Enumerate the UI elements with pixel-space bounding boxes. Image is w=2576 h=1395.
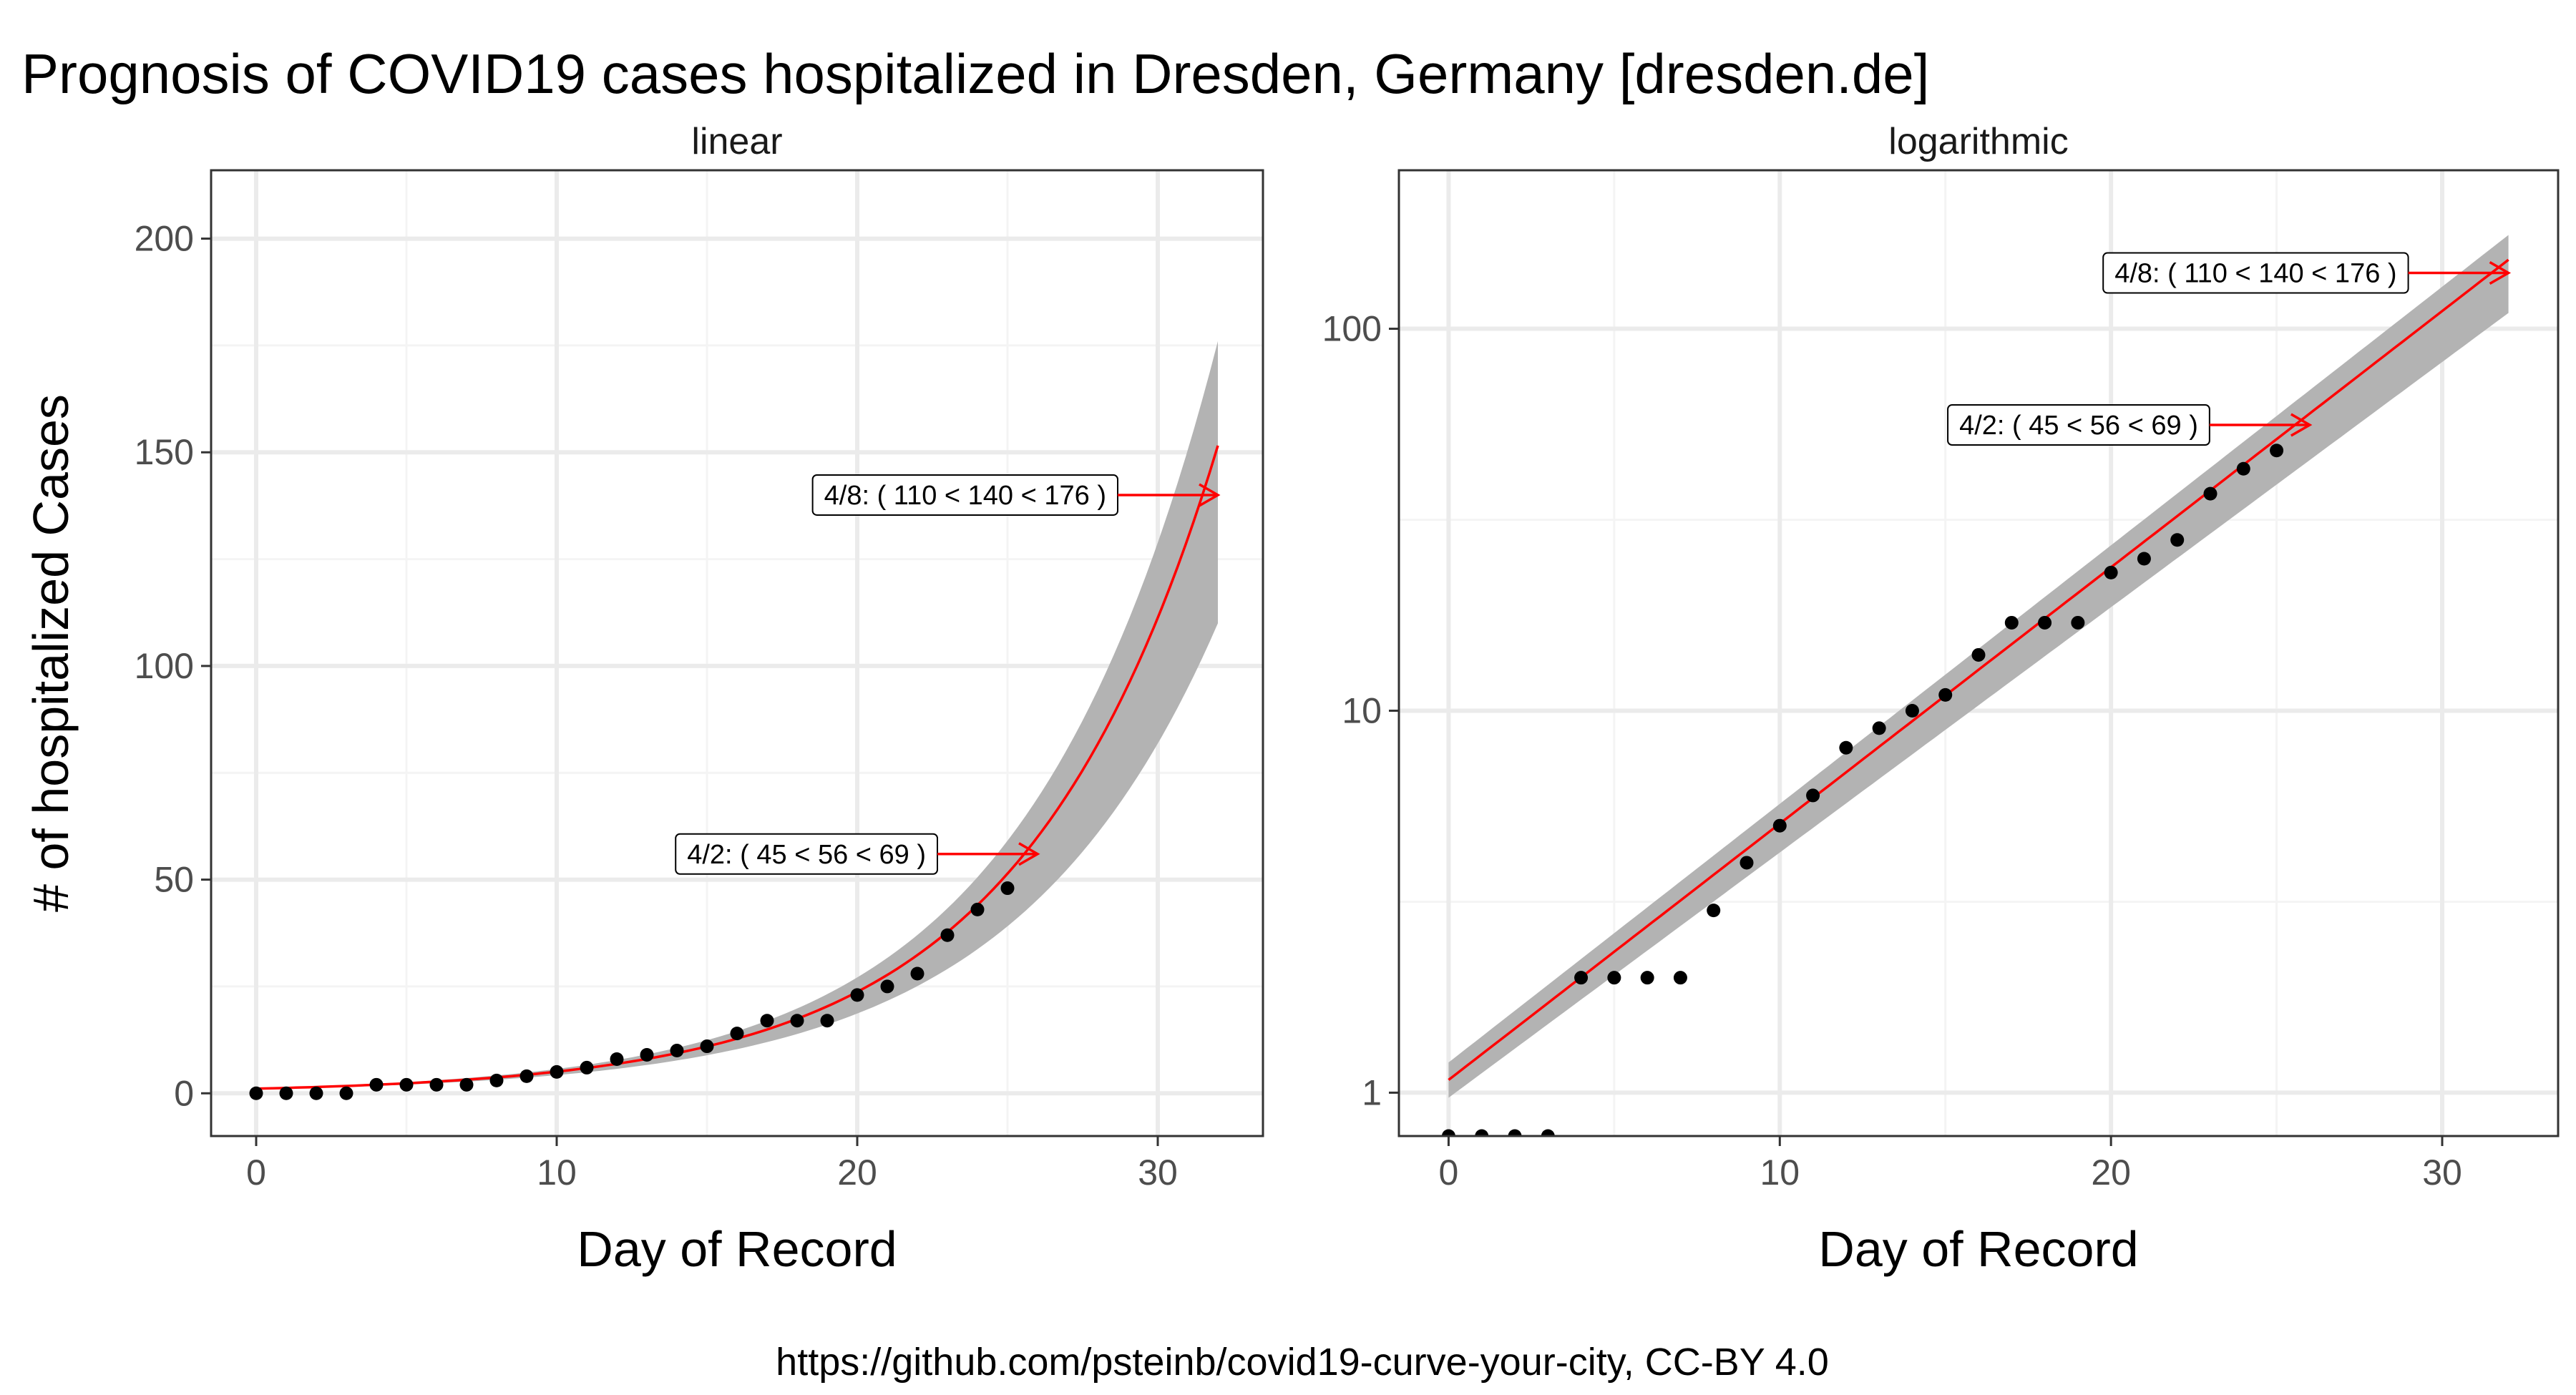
data-point — [339, 1086, 353, 1100]
data-point — [670, 1044, 684, 1058]
annotation-arrow-head — [1199, 483, 1221, 507]
data-point — [309, 1086, 323, 1100]
data-point — [1872, 721, 1886, 735]
data-point — [550, 1064, 564, 1079]
annotation-label: 4/8: ( 110 < 140 < 176 ) — [2114, 259, 2396, 289]
panels: 4/2: ( 45 < 56 < 69 ) 4/8: ( 110 < 140 < … — [23, 121, 2560, 1277]
x-tick-label: 20 — [837, 1152, 877, 1193]
panel-linear: 4/2: ( 45 < 56 < 69 ) 4/8: ( 110 < 140 < … — [23, 121, 1264, 1277]
data-point — [1541, 1129, 1555, 1136]
data-point — [1574, 971, 1589, 985]
data-point — [760, 1014, 774, 1028]
annotation-label: 4/2: ( 45 < 56 < 69 ) — [687, 840, 926, 870]
x-tick-label: 30 — [1138, 1152, 1178, 1193]
data-point — [1607, 971, 1621, 985]
y-tick-label: 10 — [1342, 690, 1382, 730]
data-point — [1839, 740, 1853, 755]
data-point — [2170, 533, 2185, 547]
data-point — [459, 1077, 474, 1092]
data-point — [1938, 687, 1953, 702]
data-point — [1000, 881, 1015, 896]
x-tick-label: 30 — [2422, 1152, 2462, 1193]
panel-logarithmic: 4/2: ( 45 < 56 < 69 ) 4/8: ( 110 < 140 < … — [1322, 121, 2560, 1277]
panel-background — [211, 170, 1263, 1136]
annotation-arrow-head — [2290, 413, 2313, 437]
data-point — [2104, 565, 2118, 579]
data-point — [1508, 1129, 1522, 1136]
y-tick-label: 50 — [154, 860, 194, 900]
panel-border — [210, 169, 1264, 1137]
data-point — [610, 1052, 624, 1066]
annotation-label: 4/8: ( 110 < 140 < 176 ) — [824, 481, 1106, 511]
data-point — [1740, 856, 1754, 870]
data-point — [1905, 703, 1919, 718]
x-tick-label: 0 — [246, 1152, 266, 1193]
annotation-label: 4/2: ( 45 < 56 < 69 ) — [1959, 411, 2198, 441]
x-tick-label: 10 — [537, 1152, 577, 1193]
data-point — [700, 1039, 714, 1054]
data-point — [2071, 615, 2085, 630]
plot-area — [249, 341, 1219, 1100]
data-point — [2236, 461, 2250, 476]
data-point — [519, 1069, 534, 1083]
annotation-arrow-head — [2489, 261, 2512, 285]
confidence-ribbon — [256, 341, 1218, 1090]
fit-line — [1448, 258, 2509, 1081]
annotation-arrow-head — [1018, 842, 1040, 866]
data-point — [580, 1060, 594, 1075]
data-point — [2203, 486, 2218, 501]
data-point — [910, 966, 924, 981]
panel-border — [1397, 169, 2560, 1137]
data-point — [970, 902, 985, 916]
panel-strip-label: linear — [691, 121, 782, 162]
data-point — [1673, 971, 1687, 985]
data-point — [399, 1077, 414, 1092]
chart-title: Prognosis of COVID19 cases hospitalized … — [21, 42, 1929, 105]
plot-area — [1441, 235, 2509, 1136]
y-tick-label: 100 — [135, 646, 194, 686]
y-tick-label: 200 — [135, 219, 194, 259]
data-point — [820, 1014, 834, 1028]
panel-strip-label: logarithmic — [1888, 121, 2068, 162]
x-axis-title: Day of Record — [1818, 1221, 2138, 1277]
confidence-ribbon — [1448, 235, 2509, 1098]
x-tick-label: 10 — [1760, 1152, 1800, 1193]
y-tick-label: 150 — [135, 432, 194, 472]
data-point — [2270, 444, 2284, 458]
data-point — [249, 1086, 263, 1100]
data-point — [489, 1073, 504, 1087]
data-point — [429, 1077, 444, 1092]
y-axis-title: # of hospitalized Cases — [23, 394, 79, 912]
y-tick-label: 0 — [174, 1073, 194, 1113]
data-point — [1971, 647, 1986, 662]
data-point — [640, 1048, 654, 1062]
data-point — [850, 988, 864, 1002]
data-point — [1707, 904, 1721, 918]
x-axis-title: Day of Record — [577, 1221, 897, 1277]
data-point — [2038, 615, 2052, 630]
x-tick-label: 0 — [1439, 1152, 1459, 1193]
data-point — [369, 1077, 384, 1092]
data-point — [880, 979, 894, 994]
data-point — [730, 1027, 744, 1041]
data-point — [790, 1014, 804, 1028]
chart-caption: https://github.com/psteinb/covid19-curve… — [776, 1341, 1829, 1384]
data-point — [1441, 1129, 1455, 1136]
data-point — [940, 928, 955, 942]
data-point — [1772, 818, 1787, 833]
y-tick-label: 1 — [1362, 1072, 1382, 1112]
data-point — [2004, 615, 2019, 630]
y-tick-label: 100 — [1322, 309, 1382, 349]
data-point — [1475, 1129, 1489, 1136]
x-tick-label: 20 — [2091, 1152, 2131, 1193]
data-point — [1806, 788, 1820, 803]
data-point — [2137, 552, 2151, 566]
data-point — [279, 1086, 293, 1100]
data-point — [1640, 971, 1654, 985]
